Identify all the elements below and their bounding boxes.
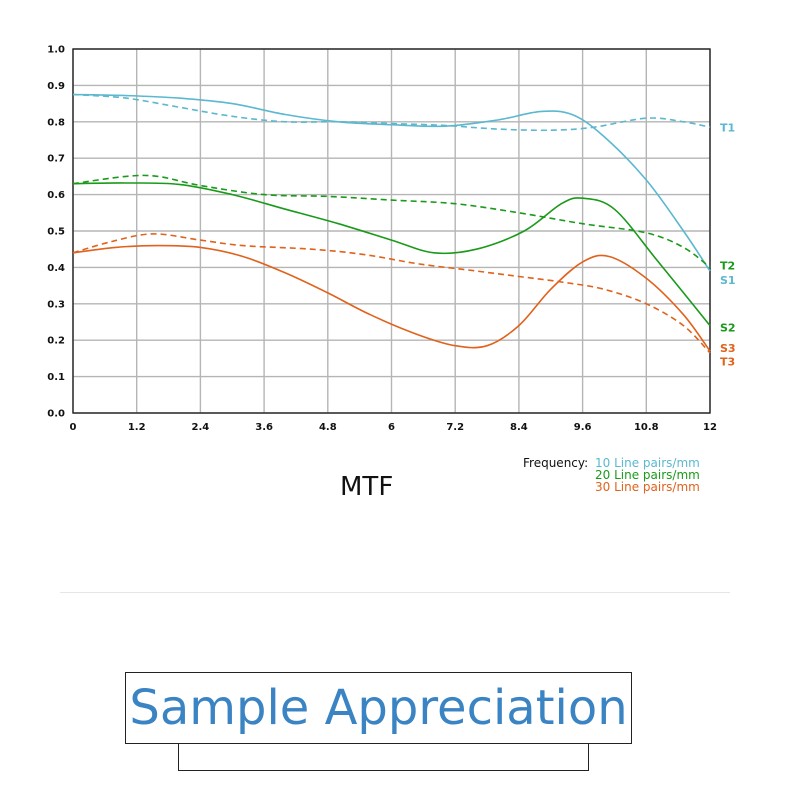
y-tick-label: 1.0 [47,45,65,56]
legend: Frequency: 10 Line pairs/mm 20 Line pair… [523,457,700,493]
series-label-t3: T3 [720,355,735,368]
grid [72,48,711,414]
y-tick-label: 0.2 [47,336,65,347]
series-line-s3 [72,244,711,352]
series-line-s2 [72,182,711,327]
x-tick-label: 7.2 [446,422,464,433]
y-tick-label: 0.0 [47,409,65,420]
x-tick-label: 10.8 [634,422,659,433]
series-label-t2: T2 [720,260,735,273]
axis-tick-labels: 0 1.2 2.4 3.6 4.8 6 7.2 8.4 9.6 10.8 12 0.0 0.1 0.2 0.… [47,45,717,434]
x-tick-label: 0 [70,422,77,433]
series-label-s1: S1 [720,274,736,287]
y-tick-label: 0.7 [47,154,65,165]
series-line-t2 [72,174,711,269]
x-tick-label: 1.2 [128,422,146,433]
x-tick-label: 8.4 [510,422,528,433]
sample-appreciation-banner: Sample Appreciation [125,672,632,744]
x-tick-label: 9.6 [574,422,592,433]
series-lines [72,93,711,354]
x-tick-label: 2.4 [192,422,210,433]
series-line-t1 [72,93,711,132]
y-tick-label: 0.4 [47,263,65,274]
series-label-s3: S3 [720,342,736,355]
series-label-s2: S2 [720,321,736,334]
y-tick-label: 0.1 [47,372,65,383]
x-tick-label: 6 [388,422,395,433]
plot-frame [72,48,711,414]
y-tick-label: 0.5 [47,227,65,238]
x-tick-label: 4.8 [319,422,337,433]
x-tick-label: 12 [703,422,717,433]
legend-item-30lp: 30 Line pairs/mm [595,480,700,494]
banner-text: Sample Appreciation [129,680,628,736]
chart-title: MTF [340,472,394,502]
legend-items: 10 Line pairs/mm 20 Line pairs/mm 30 Lin… [595,457,700,493]
y-tick-label: 0.8 [47,117,65,128]
legend-item-20lp: 20 Line pairs/mm [595,468,700,482]
legend-label: Frequency: [523,456,589,470]
banner-underline-box [178,744,589,771]
mtf-chart: 0 1.2 2.4 3.6 4.8 6 7.2 8.4 9.6 10.8 12 0.0 0.1 0.2 0.… [47,45,736,434]
y-tick-label: 0.3 [47,299,65,310]
section-divider [60,592,730,593]
y-tick-label: 0.9 [47,81,65,92]
x-tick-label: 3.6 [255,422,273,433]
legend-item-10lp: 10 Line pairs/mm [595,456,700,470]
y-tick-label: 0.6 [47,190,65,201]
series-label-t1: T1 [720,121,735,134]
